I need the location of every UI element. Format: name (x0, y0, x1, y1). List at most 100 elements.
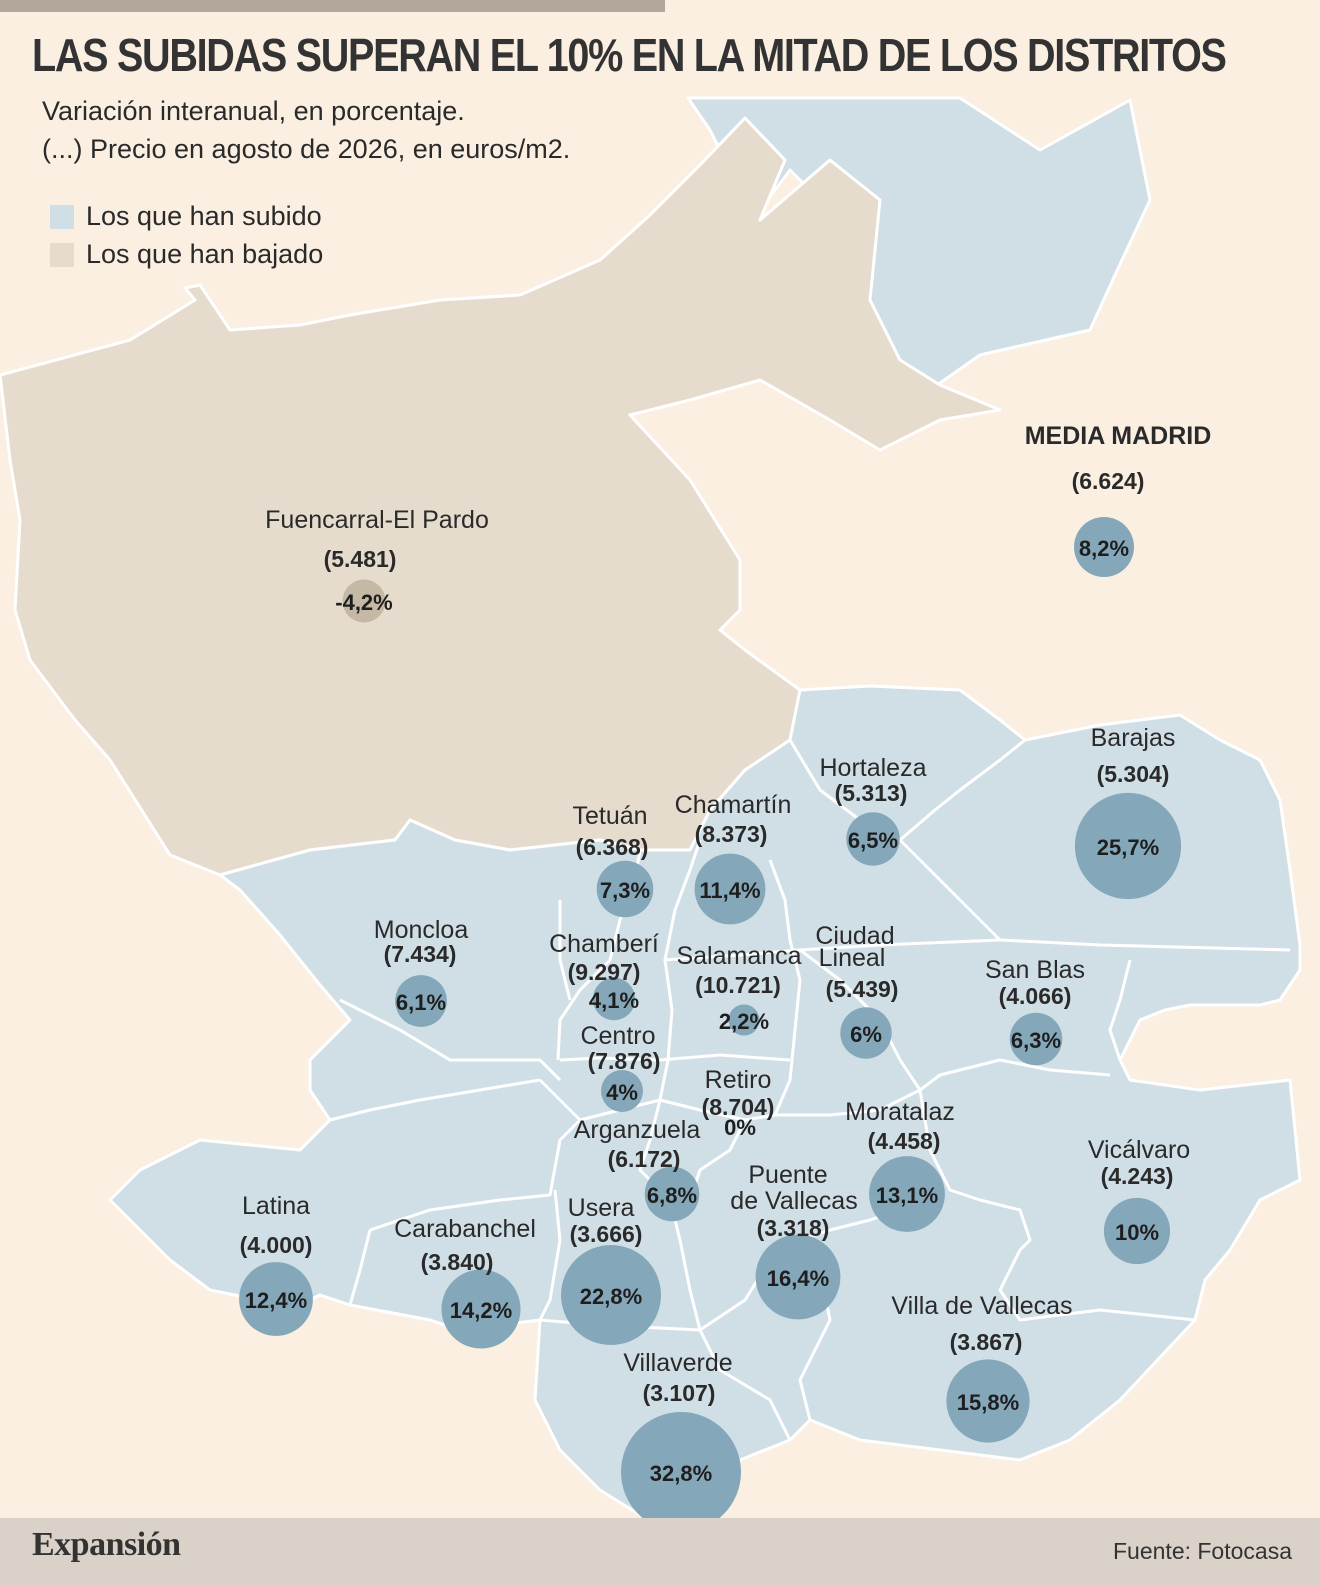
bubble-sanblas (1009, 1012, 1063, 1066)
bubble-chamartin (694, 853, 766, 925)
district-pct-tetuan: 7,3% (599, 878, 651, 903)
legend-label-down: Los que han bajado (86, 239, 324, 269)
district-pct-sanblas: 6,3% (1010, 1028, 1062, 1053)
district-price-usera: (3.666) (569, 1221, 643, 1247)
subtitle-line-2: (...) Precio en agosto de 2026, en euros… (42, 134, 571, 164)
bubble-centro (601, 1070, 643, 1112)
district-pct-chamartin: 11,4% (699, 878, 761, 903)
district-price-moncloa: (7.434) (383, 941, 457, 967)
source-note: Fuente: Fotocasa (1113, 1538, 1292, 1564)
district-price-retiro: (8.704) (701, 1094, 775, 1120)
bubble-salamanca (728, 1004, 760, 1036)
district-name-ciudadlineal-2: Lineal (818, 944, 886, 972)
bubble-vicalvaro (1103, 1197, 1171, 1265)
bubble-carabanchel (441, 1269, 521, 1349)
district-name-chamberi: Chamberí (549, 930, 659, 958)
bubble-layer (239, 517, 1182, 1532)
district-pct-moncloa: 6,1% (395, 990, 447, 1015)
district-price-villaverde: (3.107) (642, 1380, 716, 1406)
district-name-usera: Usera (567, 1194, 635, 1222)
legend-swatch-up (50, 204, 74, 229)
subtitle-line-1: Variación interanual, en porcentaje. (42, 96, 465, 126)
page-title: LAS SUBIDAS SUPERAN EL 10% EN LA MITAD D… (32, 29, 1227, 81)
district-price-ciudadlineal: (5.439) (825, 976, 899, 1002)
district-price-chamberi: (9.297) (567, 959, 641, 985)
district-pct-barajas: 25,7% (1096, 835, 1160, 860)
bubble-average (1074, 517, 1134, 577)
district-name-salamanca: Salamanca (676, 942, 802, 970)
district-price-vicalvaro: (4.243) (1100, 1163, 1174, 1189)
average-pct: 8,2% (1078, 536, 1130, 561)
district-pct-puentevallecas: 16,4% (766, 1266, 830, 1291)
district-price-latina: (4.000) (239, 1232, 313, 1258)
district-name-ciudadlineal-1: Ciudad (815, 922, 895, 950)
district-name-moratalaz: Moratalaz (845, 1098, 955, 1126)
district-pct-usera: 22,8% (579, 1284, 643, 1309)
district-name-moncloa: Moncloa (373, 916, 469, 944)
district-pct-salamanca: 2,2% (718, 1009, 770, 1034)
bubble-moncloa (395, 975, 447, 1027)
legend-label-up: Los que han subido (86, 201, 322, 231)
district-name-arganzuela: Arganzuela (573, 1116, 701, 1144)
district-price-hortaleza: (5.313) (834, 780, 908, 806)
bubble-fuencarral (342, 579, 386, 623)
district-price-moratalaz: (4.458) (867, 1128, 941, 1154)
district-price-salamanca: (10.721) (695, 972, 781, 998)
bubble-latina (239, 1262, 313, 1336)
legend-item-down: Los que han bajado (50, 239, 323, 270)
district-pct-chamberi: 4,1% (588, 988, 640, 1013)
district-pct-arganzuela: 6,8% (646, 1183, 698, 1208)
district-price-sanblas: (4.066) (998, 983, 1072, 1009)
district-pct-retiro: 0% (724, 1115, 756, 1140)
district-pct-ciudadlineal: 6% (850, 1022, 882, 1047)
footer-bar (0, 1518, 1320, 1586)
district-price-chamartin: (8.373) (694, 821, 768, 847)
district-name-retiro: Retiro (704, 1066, 772, 1094)
district-pct-hortaleza: 6,5% (847, 828, 899, 853)
district-name-sanblas: San Blas (984, 956, 1086, 984)
district-name-puentevallecas-2: de Vallecas (730, 1187, 858, 1215)
average-price: (6.624) (1071, 468, 1145, 494)
district-pct-latina: 12,4% (244, 1288, 308, 1313)
district-name-villavallecas: Villa de Vallecas (891, 1292, 1073, 1320)
district-boundaries (329, 738, 1291, 1441)
brand-logo: Expansión (32, 1526, 181, 1563)
top-accent-bar (0, 0, 665, 12)
bubble-tetuan (596, 860, 654, 918)
district-name-villaverde: Villaverde (623, 1349, 733, 1377)
district-name-tetuan: Tetuán (572, 802, 648, 830)
district-pct-villavallecas: 15,8% (956, 1390, 1020, 1415)
district-name-latina: Latina (241, 1192, 311, 1220)
bubble-moratalaz (869, 1156, 945, 1232)
bubble-puentevallecas (755, 1234, 841, 1320)
district-price-centro: (7.876) (587, 1048, 661, 1074)
bubble-chamberi (592, 977, 636, 1021)
bubble-arganzuela (644, 1166, 700, 1222)
bubble-barajas (1074, 792, 1182, 900)
district-pct-fuencarral: -4,2% (335, 590, 393, 615)
bubble-villaverde (621, 1412, 741, 1532)
district-name-hortaleza: Hortaleza (819, 754, 927, 782)
district-pct-villaverde: 32,8% (649, 1461, 713, 1486)
district-pct-carabanchel: 14,2% (449, 1298, 513, 1323)
district-price-arganzuela: (6.172) (607, 1146, 681, 1172)
legend-swatch-down (50, 242, 74, 267)
district-price-villavallecas: (3.867) (949, 1329, 1023, 1355)
district-pct-moratalaz: 13,1% (875, 1183, 939, 1208)
district-price-barajas: (5.304) (1096, 761, 1170, 787)
legend-item-up: Los que han subido (50, 201, 322, 232)
bubble-usera (561, 1245, 661, 1345)
district-name-chamartin: Chamartín (674, 791, 792, 819)
district-name-carabanchel: Carabanchel (394, 1215, 536, 1243)
district-price-puentevallecas: (3.318) (756, 1215, 830, 1241)
district-pct-centro: 4% (606, 1080, 638, 1105)
district-price-tetuan: (6.368) (575, 834, 649, 860)
district-pct-vicalvaro: 10% (1114, 1220, 1160, 1245)
district-name-fuencarral: Fuencarral-El Pardo (265, 506, 489, 534)
district-name-vicalvaro: Vicálvaro (1087, 1136, 1191, 1164)
bubble-villavallecas (946, 1359, 1030, 1443)
district-price-fuencarral: (5.481) (323, 546, 397, 572)
district-name-centro: Centro (580, 1022, 656, 1050)
district-name-puentevallecas-1: Puente (748, 1161, 828, 1189)
